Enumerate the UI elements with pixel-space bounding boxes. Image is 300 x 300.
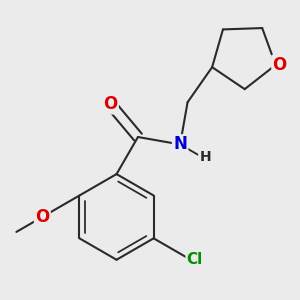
Text: O: O [272,56,287,74]
Text: H: H [199,150,211,164]
Text: O: O [35,208,50,226]
Text: O: O [103,95,118,113]
Text: Cl: Cl [187,252,203,267]
Text: N: N [173,135,187,153]
